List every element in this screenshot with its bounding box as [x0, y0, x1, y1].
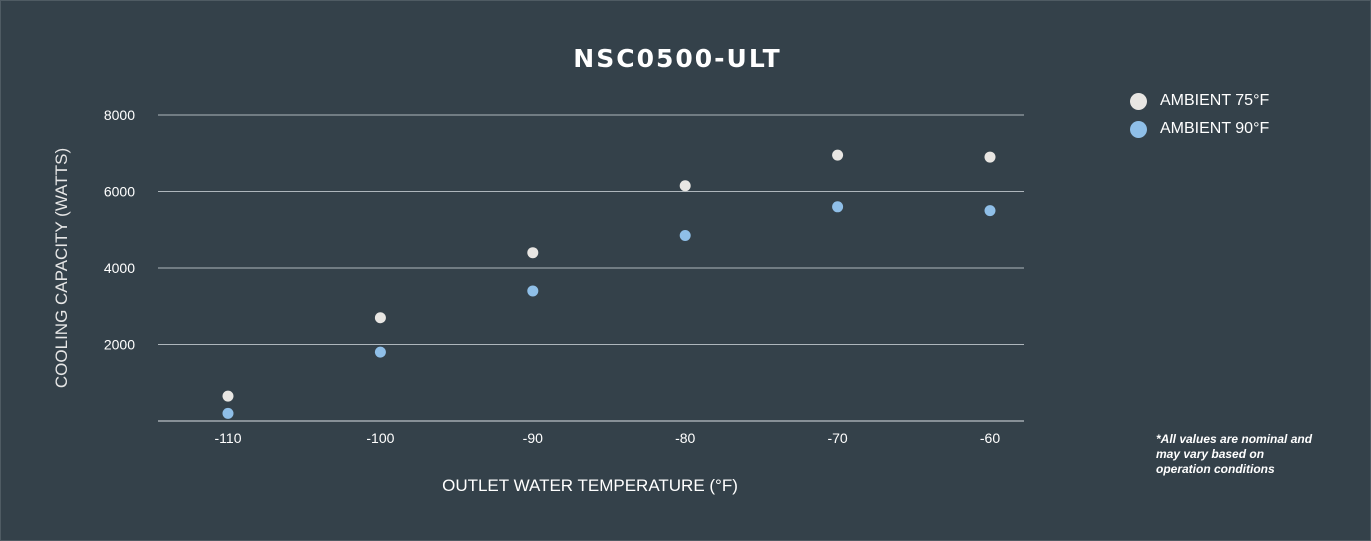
x-tick-labels: -110 -100 -90 -80 -70 -60 [215, 430, 1001, 446]
legend: AMBIENT 75°F AMBIENT 90°F [1130, 87, 1269, 143]
x-tick-label: -60 [980, 430, 1000, 446]
grid-lines [158, 114, 1024, 422]
y-tick-label: 6000 [104, 184, 135, 200]
data-point-series-1 [374, 312, 386, 324]
legend-label-ambient-75: AMBIENT 75°F [1160, 92, 1270, 109]
data-point-series-2 [679, 229, 691, 241]
legend-item-ambient-90: AMBIENT 90°F [1130, 115, 1269, 143]
data-point-series-1 [832, 149, 844, 161]
legend-marker-ambient-75 [1130, 92, 1147, 110]
legend-marker-ambient-90 [1130, 120, 1147, 138]
data-point-series-1 [679, 180, 691, 192]
data-point-series-1 [984, 151, 996, 163]
data-point-series-2 [222, 407, 234, 419]
disclaimer-note: *All values are nominal and may vary bas… [1156, 432, 1313, 476]
y-tick-labels: 2000 4000 6000 8000 [104, 107, 135, 353]
data-point-series-2 [984, 205, 996, 217]
data-point-series-2 [374, 346, 386, 358]
x-tick-label: -110 [215, 430, 242, 446]
x-tick-label: -90 [523, 430, 543, 446]
y-tick-label: 4000 [104, 260, 135, 276]
y-tick-label: 8000 [104, 107, 135, 123]
legend-label-ambient-90: AMBIENT 90°F [1160, 120, 1270, 137]
x-tick-label: -80 [675, 430, 695, 446]
x-tick-label: -100 [366, 430, 394, 446]
x-axis-label: OUTLET WATER TEMPERATURE (°F) [442, 476, 738, 495]
data-point-series-1 [527, 247, 539, 259]
x-tick-label: -70 [827, 430, 847, 446]
data-point-series-2 [832, 201, 844, 213]
data-point-series-2 [527, 285, 539, 297]
chart-title: NSC0500-ULT [573, 44, 782, 73]
legend-item-ambient-75: AMBIENT 75°F [1130, 87, 1269, 115]
data-point-series-1 [222, 390, 234, 402]
data-points [222, 149, 996, 419]
y-tick-label: 2000 [104, 337, 135, 353]
y-axis-label: COOLING CAPACITY (WATTS) [52, 147, 71, 389]
